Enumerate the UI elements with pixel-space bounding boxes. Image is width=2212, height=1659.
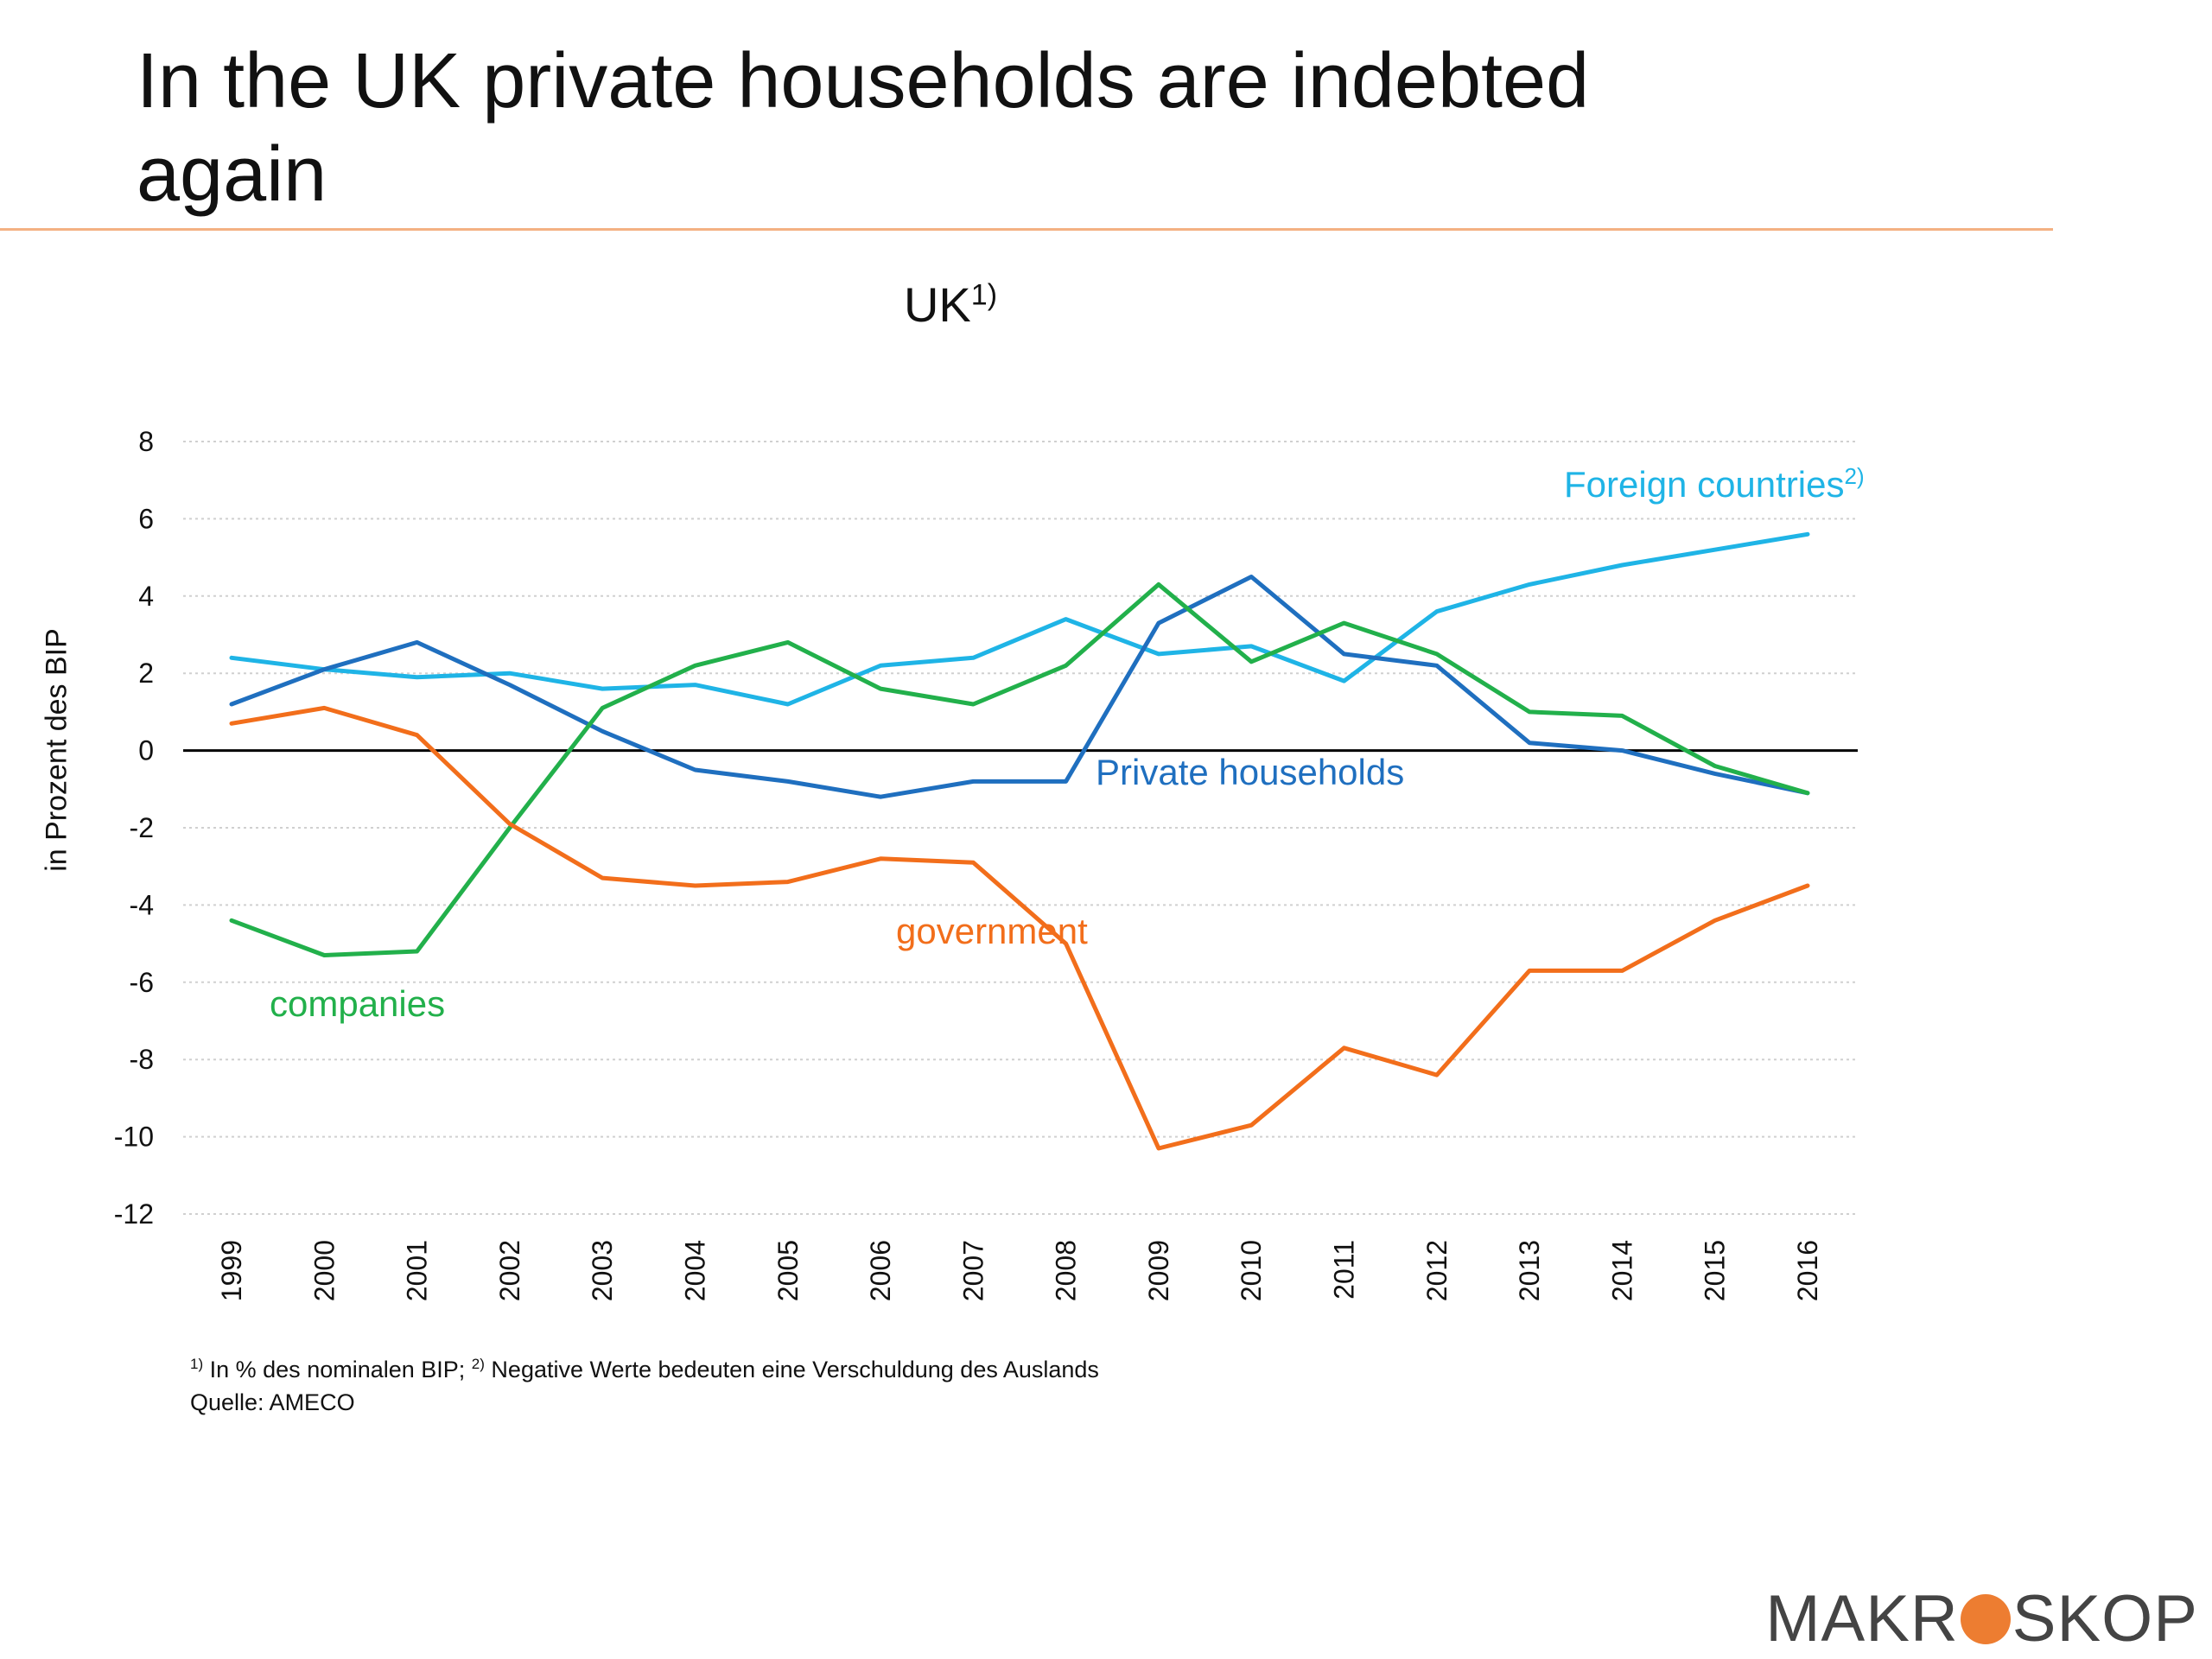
- series-line-government: [229, 705, 1810, 1151]
- footnote-mark-2: 2): [471, 1356, 485, 1372]
- x-tick-label: 2002: [494, 1240, 525, 1301]
- y-tick-label: 0: [138, 735, 154, 766]
- x-tick-label: 2000: [308, 1240, 340, 1301]
- x-tick-label: 2003: [587, 1240, 618, 1301]
- x-tick-label: 2013: [1514, 1240, 1545, 1301]
- y-tick-label: 2: [138, 658, 154, 689]
- slide-title: In the UK private households are indebte…: [137, 38, 1590, 218]
- x-tick-label: 2001: [402, 1240, 433, 1301]
- x-tick-label: 2007: [957, 1240, 988, 1301]
- y-tick-label: 8: [138, 426, 154, 457]
- x-tick-label: 2005: [772, 1240, 804, 1301]
- chart-title-text: UK: [903, 277, 971, 332]
- chart-title-footnote-mark: 1): [970, 278, 998, 312]
- y-tick-label: -8: [130, 1044, 154, 1075]
- y-tick-label: -6: [130, 967, 154, 998]
- series-label-text: companies: [270, 983, 446, 1024]
- y-tick-label: -4: [130, 889, 154, 920]
- source-line: Quelle: AMECO: [190, 1389, 355, 1415]
- logo-dot-icon: [1960, 1593, 2011, 1644]
- series-label-private-households: Private households: [1096, 752, 1404, 793]
- series-line-private-households: [229, 575, 1810, 799]
- makroskop-logo: MAKR SKOP: [1765, 1581, 2198, 1656]
- x-tick-label: 2014: [1606, 1240, 1637, 1301]
- logo-text-left: MAKR: [1765, 1582, 1959, 1656]
- y-tick-label: -10: [114, 1122, 154, 1153]
- series-label-text: Private households: [1096, 752, 1405, 792]
- y-tick-label: 6: [138, 503, 154, 534]
- y-tick-label: -12: [114, 1198, 154, 1230]
- footnote-text-1: In % des nominalen BIP;: [203, 1357, 472, 1382]
- x-tick-label: 2012: [1421, 1240, 1452, 1301]
- x-tick-label: 2008: [1051, 1240, 1082, 1301]
- footnote-mark-1: 1): [190, 1356, 204, 1372]
- title-divider: [0, 228, 2053, 231]
- x-tick-label: 2016: [1792, 1240, 1823, 1301]
- series-line-foreign-countries: [229, 531, 1810, 707]
- x-tick-label: 2011: [1329, 1240, 1360, 1300]
- series-line-companies: [229, 582, 1810, 957]
- series-label-foreign-countries: Foreign countries2): [1564, 463, 1865, 505]
- x-tick-label: 2015: [1700, 1240, 1731, 1301]
- x-tick-label: 2004: [679, 1240, 710, 1301]
- y-tick-label: -2: [130, 812, 154, 843]
- footnote-line: 1) In % des nominalen BIP; 2) Negative W…: [190, 1348, 1099, 1386]
- x-tick-label: 2006: [865, 1240, 896, 1301]
- series-label-companies: companies: [270, 983, 445, 1025]
- series-label-text: Foreign countries: [1564, 464, 1845, 505]
- x-tick-label: 2010: [1236, 1240, 1267, 1301]
- chart-title: UK1): [691, 276, 1210, 333]
- y-tick-label: 4: [138, 581, 154, 612]
- footnote-text-2: Negative Werte bedeuten eine Verschuldun…: [484, 1357, 1099, 1382]
- x-tick-label: 2009: [1143, 1240, 1174, 1301]
- x-tick-label: 1999: [216, 1240, 247, 1301]
- logo-text-right: SKOP: [2012, 1582, 2198, 1656]
- series-label-footnote-mark: 2): [1844, 463, 1865, 489]
- series-label-government: government: [896, 911, 1088, 952]
- footnote: 1) In % des nominalen BIP; 2) Negative W…: [190, 1348, 1099, 1419]
- series-label-text: government: [896, 911, 1088, 951]
